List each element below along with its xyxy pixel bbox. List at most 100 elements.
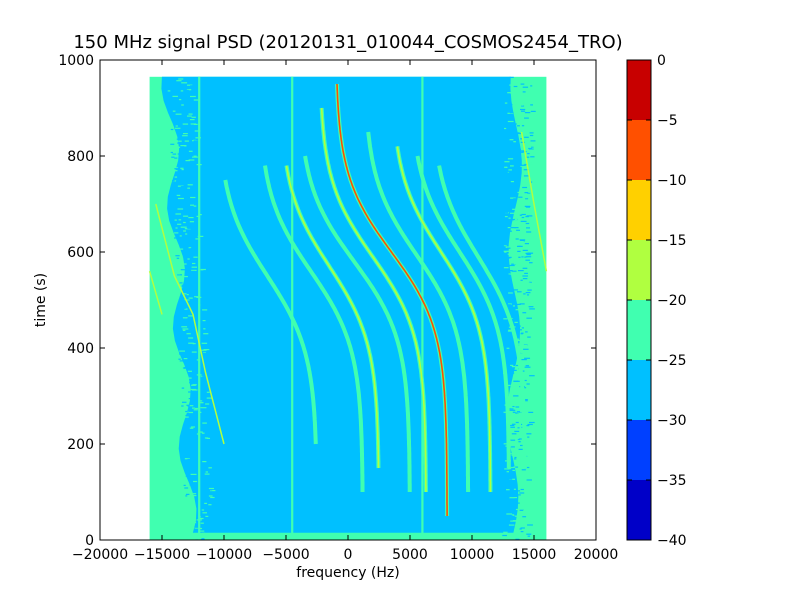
- noise-speckle: [523, 537, 530, 539]
- noise-speckle: [189, 191, 195, 193]
- noise-speckle: [507, 111, 512, 113]
- noise-speckle: [503, 267, 509, 269]
- noise-speckle: [503, 244, 508, 246]
- noise-speckle: [184, 251, 189, 253]
- noise-speckle: [516, 452, 520, 454]
- noise-speckle: [192, 350, 198, 352]
- noise-speckle: [508, 355, 513, 357]
- noise-speckle: [191, 266, 198, 268]
- noise-speckle: [511, 369, 517, 371]
- plot-area: [100, 60, 596, 540]
- noise-speckle: [511, 141, 518, 144]
- noise-speckle: [502, 534, 507, 537]
- noise-speckle: [503, 212, 509, 214]
- noise-speckle: [518, 343, 523, 345]
- noise-speckle: [183, 230, 186, 232]
- noise-speckle: [514, 132, 520, 134]
- noise-speckle: [520, 310, 525, 312]
- noise-speckle: [180, 145, 187, 147]
- noise-speckle: [527, 289, 532, 291]
- noise-speckle: [520, 444, 524, 447]
- noise-speckle: [512, 406, 515, 408]
- noise-speckle: [188, 391, 193, 393]
- noise-speckle: [189, 382, 193, 384]
- noise-speckle: [517, 502, 520, 504]
- noise-speckle: [503, 531, 508, 533]
- noise-speckle: [508, 446, 515, 448]
- noise-speckle: [525, 216, 529, 218]
- noise-speckle: [521, 213, 526, 216]
- noise-speckle: [184, 318, 187, 321]
- noise-speckle: [521, 359, 527, 361]
- noise-speckle: [193, 409, 198, 411]
- noise-speckle: [206, 437, 211, 439]
- noise-speckle: [529, 148, 534, 150]
- noise-speckle: [204, 473, 210, 475]
- noise-speckle: [506, 240, 509, 242]
- noise-speckle: [201, 532, 206, 534]
- noise-speckle: [192, 301, 197, 303]
- noise-speckle: [516, 124, 523, 126]
- noise-speckle: [509, 497, 515, 499]
- noise-speckle: [508, 117, 514, 119]
- noise-speckle: [190, 95, 196, 98]
- doppler-track: [367, 131, 469, 492]
- noise-speckle: [173, 224, 177, 226]
- noise-speckle: [512, 208, 516, 210]
- noise-speckle: [508, 478, 513, 480]
- noise-speckle: [510, 227, 516, 229]
- noise-speckle: [177, 192, 184, 194]
- noise-speckle: [179, 128, 182, 131]
- noise-speckle: [181, 147, 184, 149]
- noise-speckle: [528, 198, 535, 200]
- noise-speckle: [521, 209, 524, 211]
- noise-speckle: [198, 209, 205, 211]
- noise-speckle: [509, 112, 514, 114]
- noise-speckle: [506, 288, 510, 290]
- noise-speckle: [513, 515, 518, 517]
- noise-speckle: [521, 206, 528, 208]
- noise-speckle: [507, 253, 511, 255]
- noise-speckle: [529, 392, 535, 394]
- noise-speckle: [192, 262, 196, 265]
- noise-speckle: [512, 249, 516, 251]
- noise-speckle: [518, 425, 524, 427]
- noise-speckle: [180, 186, 185, 188]
- x-axis: −20000 −15000 −10000 −5000 0 5000 10000 15000 20…: [72, 60, 618, 563]
- noise-speckle: [526, 231, 532, 233]
- noise-speckle: [190, 363, 195, 365]
- noise-speckle: [192, 156, 198, 158]
- noise-speckle: [201, 509, 205, 511]
- noise-speckle: [522, 309, 525, 311]
- noise-speckle: [512, 404, 519, 406]
- noise-speckle: [505, 202, 510, 204]
- noise-speckle: [184, 102, 188, 104]
- noise-speckle: [192, 237, 195, 239]
- noise-speckle: [184, 119, 188, 121]
- noise-speckle: [201, 350, 207, 353]
- noise-speckle: [177, 153, 180, 155]
- noise-speckle: [201, 397, 205, 399]
- chart-title: 150 MHz signal PSD (20120131_010044_COSM…: [73, 32, 622, 53]
- noise-speckle: [509, 439, 516, 441]
- noise-speckle: [506, 290, 512, 292]
- noise-speckle: [205, 471, 209, 473]
- noise-speckle: [505, 184, 508, 186]
- noise-speckle: [525, 346, 531, 348]
- noise-speckle: [189, 484, 196, 486]
- noise-speckle: [195, 190, 198, 192]
- noise-speckle: [190, 426, 196, 428]
- noise-speckle: [203, 520, 208, 522]
- noise-speckle: [527, 535, 531, 537]
- noise-speckle: [189, 248, 196, 250]
- noise-speckle: [528, 528, 535, 530]
- noise-speckle: [520, 490, 526, 492]
- noise-speckle: [185, 160, 191, 162]
- noise-speckle: [191, 524, 195, 526]
- x-tick-label: 10000: [450, 547, 495, 563]
- noise-speckle: [184, 140, 189, 142]
- noise-speckle: [204, 393, 209, 395]
- noise-speckle: [172, 95, 178, 97]
- noise-speckle: [518, 393, 523, 395]
- noise-speckle: [204, 437, 209, 439]
